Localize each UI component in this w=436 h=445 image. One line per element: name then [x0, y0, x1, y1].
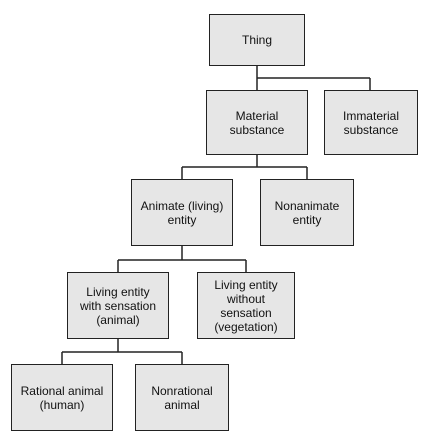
node-living-with-sensation: Living entity with sensation (animal) [67, 272, 169, 339]
node-animate-entity: Animate (living) entity [131, 179, 233, 246]
node-rational-animal: Rational animal (human) [11, 364, 113, 431]
node-thing: Thing [209, 14, 305, 66]
node-living-without-sensation: Living entity without sensation (vegetat… [197, 272, 295, 339]
node-material-substance: Material substance [206, 90, 308, 155]
node-immaterial-substance: Immaterial substance [324, 90, 418, 155]
node-nonrational-animal: Nonrational animal [135, 364, 229, 431]
node-nonanimate-entity: Nonanimate entity [260, 179, 354, 246]
